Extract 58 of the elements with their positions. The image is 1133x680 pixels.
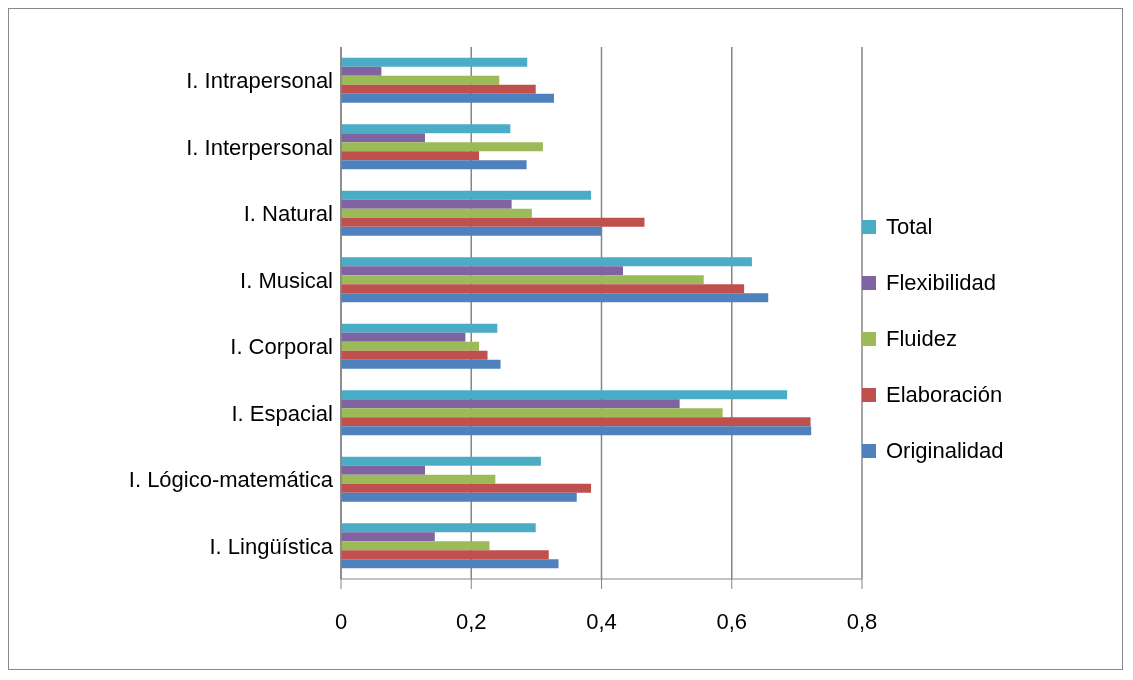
bar [341, 124, 511, 134]
bar [341, 408, 723, 418]
y-tick-label: I. Interpersonal [186, 134, 333, 160]
bar [341, 350, 488, 360]
y-tick-label: I. Musical [240, 267, 333, 293]
bar [341, 532, 435, 542]
bar [341, 293, 769, 303]
legend-label: Flexibilidad [886, 270, 997, 296]
bar [341, 142, 543, 152]
bar [341, 226, 602, 236]
bar [341, 559, 559, 569]
bar [341, 550, 549, 560]
bar [341, 66, 382, 76]
bar [341, 492, 577, 502]
bar [341, 390, 788, 400]
bar [341, 474, 496, 484]
bar [341, 217, 645, 227]
bar [341, 199, 512, 209]
legend-label: Originalidad [886, 438, 1004, 464]
bar [341, 341, 480, 351]
bar [341, 323, 498, 333]
x-tick-label: 0,2 [455, 608, 487, 634]
bar [341, 426, 812, 436]
bar [341, 160, 527, 170]
y-tick-label: I. Natural [243, 201, 333, 227]
y-tick-label: I. Lógico-matemática [128, 467, 334, 493]
y-tick-label: I. Corporal [230, 334, 333, 360]
legend-label: Elaboración [886, 382, 1003, 408]
legend-label: Fluidez [886, 326, 957, 352]
y-tick-label: I. Espacial [231, 400, 333, 426]
bar [341, 465, 426, 475]
bar [341, 190, 592, 200]
x-tick-label: 0,8 [846, 608, 878, 634]
x-tick-label: 0 [334, 608, 348, 634]
bar [341, 417, 811, 427]
y-tick-label: I. Intrapersonal [186, 68, 333, 94]
bar [341, 275, 704, 285]
bar [341, 332, 466, 342]
bar [341, 57, 528, 67]
bar [341, 133, 426, 143]
bar [341, 541, 490, 551]
bar [341, 483, 592, 493]
x-tick-label: 0,6 [716, 608, 748, 634]
bar [341, 359, 501, 369]
bar [341, 257, 752, 267]
bar [341, 84, 536, 94]
bar [341, 151, 480, 161]
bar [341, 208, 532, 218]
legend-label: Total [886, 214, 933, 240]
y-tick-label: I. Lingüística [209, 533, 334, 559]
bar [341, 456, 541, 466]
bar [341, 284, 745, 294]
bar [341, 399, 680, 409]
x-tick-label: 0,4 [586, 608, 617, 634]
bar [341, 93, 554, 103]
bar [341, 523, 536, 533]
bar [341, 75, 500, 85]
bar [341, 266, 623, 276]
